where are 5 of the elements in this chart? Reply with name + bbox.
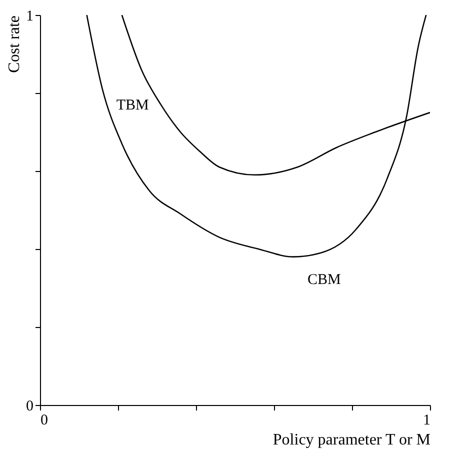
line-series xyxy=(86,15,427,258)
x-axis-title: Policy parameter T or M xyxy=(272,432,430,448)
series-label: CBM xyxy=(308,272,341,288)
y-axis-title: Cost rate xyxy=(6,16,23,73)
series-label: TBM xyxy=(116,98,149,114)
